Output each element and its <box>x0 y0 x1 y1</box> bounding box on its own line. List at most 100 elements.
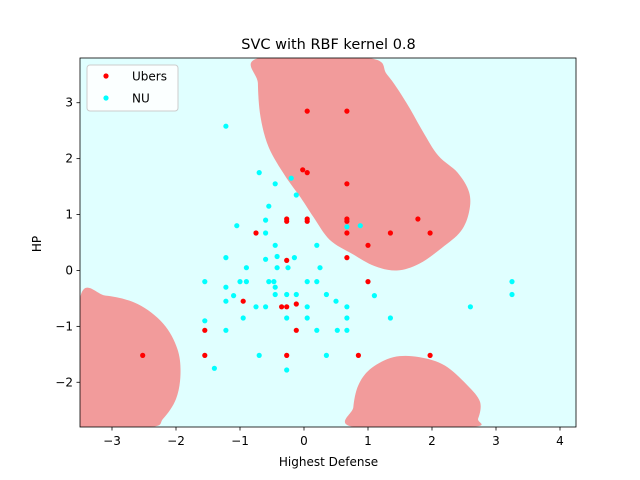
data-point-nu <box>263 304 269 310</box>
data-point-ubers <box>344 181 350 187</box>
data-point-ubers <box>344 108 350 114</box>
data-point-nu <box>237 279 243 285</box>
y-tick-label: 0 <box>65 263 73 277</box>
data-point-ubers <box>279 304 285 310</box>
x-axis-label: Highest Defense <box>279 455 378 469</box>
data-point-nu <box>266 279 272 285</box>
data-point-ubers <box>202 352 208 358</box>
data-point-nu <box>272 242 278 248</box>
data-point-nu <box>223 327 229 333</box>
data-point-ubers <box>387 230 393 236</box>
data-point-ubers <box>344 230 350 236</box>
legend: Ubers NU <box>86 64 179 112</box>
data-point-nu <box>272 284 278 290</box>
data-point-nu <box>323 352 329 358</box>
series-nu <box>202 123 515 373</box>
data-point-ubers <box>140 352 146 358</box>
x-tick-label: −1 <box>231 434 249 448</box>
data-point-nu <box>284 291 290 298</box>
x-tick-label: 1 <box>364 434 372 448</box>
data-point-nu <box>223 123 229 129</box>
data-point-nu <box>333 298 339 304</box>
y-tick-label: −1 <box>55 319 73 333</box>
data-point-ubers <box>304 218 310 224</box>
data-point-nu <box>357 223 363 229</box>
legend-marker <box>103 73 109 79</box>
data-point-nu <box>272 181 278 187</box>
data-point-nu <box>234 223 240 229</box>
data-point-nu <box>323 291 329 298</box>
data-point-nu <box>284 367 290 373</box>
data-point-nu <box>266 203 272 209</box>
data-point-nu <box>274 265 280 271</box>
data-point-nu <box>344 304 350 310</box>
data-point-nu <box>304 304 310 310</box>
data-point-ubers <box>284 257 290 263</box>
data-point-ubers <box>240 298 246 304</box>
y-tick-label: 2 <box>65 152 73 166</box>
data-point-nu <box>223 284 229 290</box>
data-point-nu <box>202 279 208 285</box>
data-point-nu <box>344 315 350 321</box>
y-tick-label: −2 <box>55 375 73 389</box>
x-tick-label: 4 <box>556 434 564 448</box>
data-point-nu <box>243 265 249 271</box>
data-point-nu <box>509 291 515 298</box>
data-point-nu <box>314 279 320 285</box>
data-point-nu <box>263 217 269 223</box>
data-point-nu <box>304 279 310 285</box>
series-ubers <box>140 108 433 358</box>
data-point-ubers <box>300 167 306 173</box>
data-point-nu <box>240 315 246 321</box>
data-point-ubers <box>365 242 371 248</box>
data-point-ubers <box>344 255 350 261</box>
x-tick-label: −3 <box>103 434 121 448</box>
data-point-nu <box>231 293 237 299</box>
data-point-nu <box>293 291 299 298</box>
data-point-ubers <box>293 327 299 333</box>
data-point-nu <box>256 170 262 176</box>
x-tick-label: −2 <box>167 434 185 448</box>
legend-box <box>86 64 179 112</box>
data-point-nu <box>211 365 217 371</box>
legend-label: Ubers <box>132 70 167 84</box>
data-point-ubers <box>344 218 350 224</box>
data-point-nu <box>387 315 393 321</box>
y-tick-label: 3 <box>65 96 73 110</box>
data-point-nu <box>284 315 290 321</box>
legend-marker <box>103 95 109 101</box>
data-point-ubers <box>304 108 310 114</box>
data-point-nu <box>223 298 229 304</box>
plot-area: −3 −2 −1 0 1 2 3 4 −2 −1 0 1 2 3 <box>55 57 577 448</box>
data-point-ubers <box>284 352 290 358</box>
data-point-ubers <box>415 216 421 222</box>
data-point-nu <box>263 256 269 262</box>
data-point-nu <box>271 279 277 285</box>
data-point-nu <box>223 255 229 261</box>
data-point-nu <box>253 304 259 310</box>
data-point-nu <box>314 327 320 333</box>
x-tick-label: 2 <box>428 434 436 448</box>
data-point-ubers <box>304 170 310 176</box>
data-point-nu <box>467 304 473 310</box>
y-axis-label: HP <box>30 236 44 252</box>
chart-title: SVC with RBF kernel 0.8 <box>241 37 416 53</box>
data-point-nu <box>288 175 294 181</box>
data-point-nu <box>317 265 323 271</box>
legend-label: NU <box>132 92 150 106</box>
data-point-nu <box>285 265 291 271</box>
data-point-nu <box>256 352 262 358</box>
data-point-nu <box>293 192 299 198</box>
data-point-ubers <box>427 352 433 358</box>
data-point-nu <box>243 279 249 285</box>
x-tick-label: 3 <box>492 434 500 448</box>
data-point-ubers <box>202 327 208 333</box>
data-point-nu <box>272 291 278 298</box>
data-point-nu <box>304 315 310 321</box>
data-point-ubers <box>284 304 290 310</box>
data-point-nu <box>274 253 280 260</box>
y-tick-label: 1 <box>65 208 73 222</box>
decision-region-bottom-center <box>344 355 482 427</box>
data-point-nu <box>263 230 269 236</box>
plot-frame <box>79 57 577 428</box>
